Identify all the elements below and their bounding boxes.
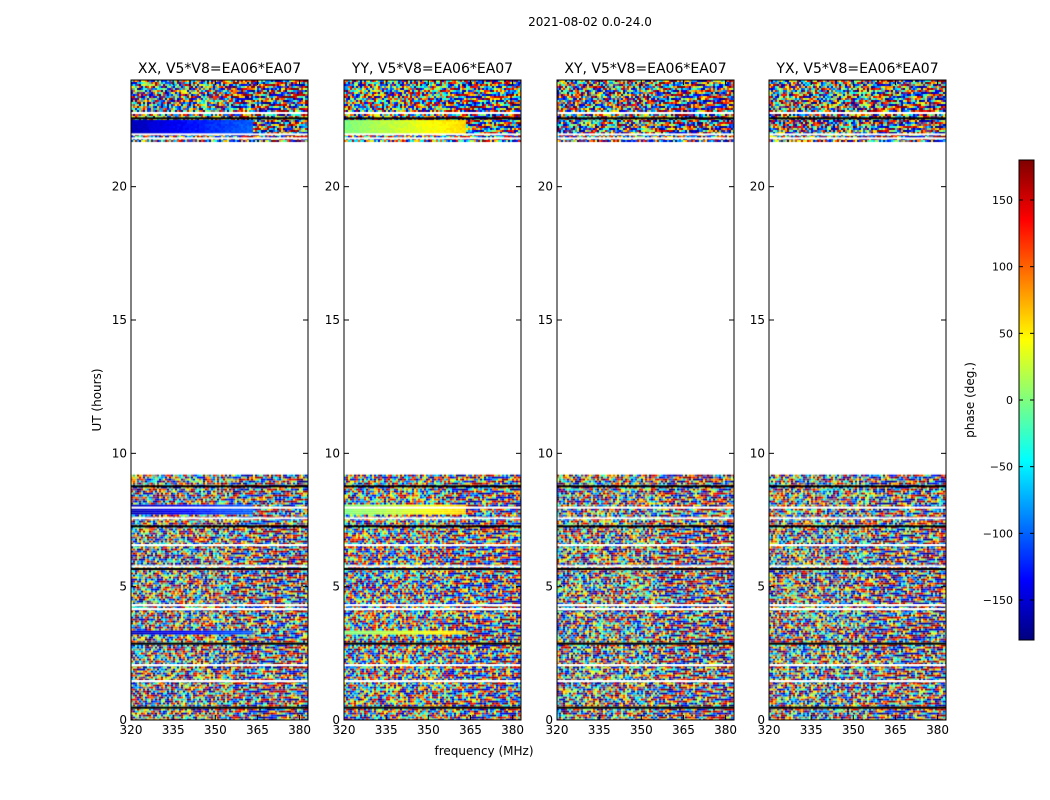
- panel-title: YY, V5*V8=EA06*EA07: [351, 61, 513, 77]
- heatmap-canvas: [557, 80, 734, 720]
- x-tick-label: 365: [672, 723, 695, 737]
- x-tick-label: 380: [926, 723, 949, 737]
- y-tick-label: 5: [757, 580, 765, 594]
- x-tick-label: 320: [546, 723, 569, 737]
- x-tick-label: 320: [333, 723, 356, 737]
- heatmap-image: [344, 80, 521, 720]
- colorbar-label: phase (deg.): [963, 362, 977, 438]
- y-tick-label: 10: [325, 446, 340, 460]
- x-tick-label: 365: [459, 723, 482, 737]
- y-tick-label: 0: [757, 713, 765, 727]
- y-tick-label: 10: [538, 446, 553, 460]
- x-tick-label: 335: [588, 723, 611, 737]
- heatmap-canvas: [131, 80, 308, 720]
- panel-title: XY, V5*V8=EA06*EA07: [564, 61, 726, 77]
- y-tick-label: 10: [750, 446, 765, 460]
- panel-2: XY, V5*V8=EA06*EA07 320 335 350 365 380 0 5 10 15…: [538, 61, 737, 737]
- x-axis-label: frequency (MHz): [434, 744, 533, 758]
- panel-1: YY, V5*V8=EA06*EA07 320 335 350 365 380 0 5 10 15…: [325, 61, 524, 737]
- y-tick-label: 0: [545, 713, 553, 727]
- panel-title: YX, V5*V8=EA06*EA07: [775, 61, 938, 77]
- colorbar-tick-label: 0: [1006, 394, 1013, 407]
- y-tick-label: 15: [750, 313, 765, 327]
- panel-frame: [343, 79, 522, 721]
- x-tick-label: 335: [162, 723, 185, 737]
- x-tick-label: 365: [884, 723, 907, 737]
- panel-3: YX, V5*V8=EA06*EA07 320 335 350 365 380 0 5 10 15…: [750, 61, 949, 737]
- colorbar-tick-label: 100: [992, 261, 1013, 274]
- colorbar-tick-label: −100: [983, 527, 1013, 540]
- y-tick-label: 5: [119, 580, 127, 594]
- y-tick-label: 0: [119, 713, 127, 727]
- x-tick-label: 320: [120, 723, 143, 737]
- panel-title: XX, V5*V8=EA06*EA07: [138, 61, 301, 77]
- y-tick-label: 20: [538, 180, 553, 194]
- y-tick-label: 15: [112, 313, 127, 327]
- panel-0: XX, V5*V8=EA06*EA07 320 335 350 365 380 0 5 10 15…: [112, 61, 311, 737]
- colorbar-tick-label: −150: [983, 594, 1013, 607]
- x-tick-label: 350: [842, 723, 865, 737]
- x-tick-label: 350: [630, 723, 653, 737]
- x-tick-label: 350: [417, 723, 440, 737]
- y-tick-label: 5: [545, 580, 553, 594]
- heatmap-canvas: [769, 80, 946, 720]
- y-axis-label: UT (hours): [90, 368, 104, 431]
- y-tick-label: 20: [112, 180, 127, 194]
- x-tick-label: 350: [204, 723, 227, 737]
- heatmap-image: [131, 80, 308, 720]
- heatmap-image: [769, 80, 946, 720]
- panel-frame: [556, 79, 735, 721]
- figure-title: 2021-08-02 0.0-24.0: [528, 15, 652, 29]
- x-tick-label: 320: [758, 723, 781, 737]
- x-tick-label: 335: [800, 723, 823, 737]
- y-tick-label: 15: [325, 313, 340, 327]
- y-tick-label: 20: [325, 180, 340, 194]
- x-tick-label: 335: [375, 723, 398, 737]
- y-tick-label: 15: [538, 313, 553, 327]
- heatmap-image: [557, 80, 734, 720]
- colorbar-tick-label: −50: [990, 461, 1013, 474]
- x-tick-label: 380: [288, 723, 311, 737]
- x-tick-label: 380: [501, 723, 524, 737]
- x-tick-label: 365: [246, 723, 269, 737]
- heatmap-canvas: [344, 80, 521, 720]
- x-tick-label: 380: [714, 723, 737, 737]
- colorbar-tick-label: 150: [992, 194, 1013, 207]
- colorbar-tick-label: 50: [999, 327, 1013, 340]
- panel-frame: [768, 79, 947, 721]
- y-tick-label: 10: [112, 446, 127, 460]
- y-tick-label: 5: [332, 580, 340, 594]
- y-tick-label: 20: [750, 180, 765, 194]
- panel-frame: [130, 79, 309, 721]
- y-tick-label: 0: [332, 713, 340, 727]
